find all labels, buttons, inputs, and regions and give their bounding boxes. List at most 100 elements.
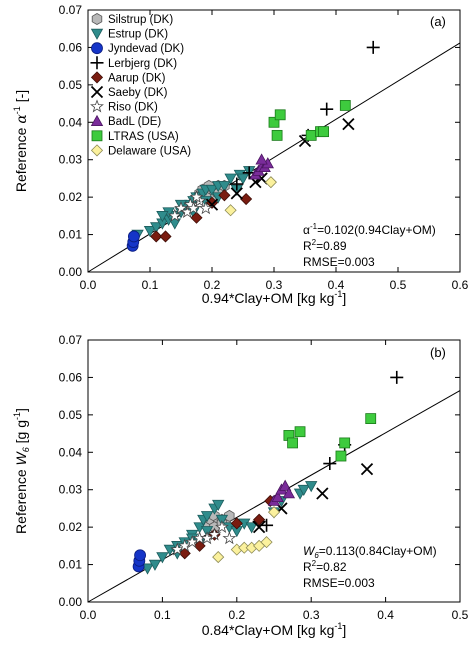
plot-frame (87, 339, 461, 603)
point-ltras-usa (287, 437, 299, 449)
y-tick-label: 0.05 (59, 408, 83, 422)
point-ltras-usa (365, 413, 377, 425)
x-tick-label: 0.2 (204, 278, 221, 292)
point-lerbjerg-dk (390, 370, 404, 384)
legend-label-ltras-usa: LTRAS (USA) (108, 131, 179, 143)
x-tick-label: 0.0 (80, 278, 97, 292)
legend-marker-silstrup-dk (91, 13, 103, 25)
point-estrup-dk (200, 511, 214, 523)
legend-label-lerbjerg-dk: Lerbjerg (DK) (108, 58, 177, 70)
point-estrup-dk (212, 499, 225, 512)
legend-marker-lerbjerg-dk (90, 56, 104, 70)
y-tick-label: 0.03 (59, 483, 83, 497)
point-aarup-dk (218, 189, 231, 202)
legend-label-delaware-usa: Delaware (USA) (108, 145, 191, 157)
point-estrup-dk (218, 181, 231, 193)
x-tick-label: 0.4 (328, 278, 345, 292)
x-tick-label: 0.3 (303, 608, 320, 622)
x-tick-label: 0.4 (377, 608, 394, 622)
y-tick-label: 0.03 (59, 153, 83, 167)
point-ltras-usa (335, 450, 347, 462)
y-tick-label: 0.01 (59, 558, 83, 572)
point-badl-de (282, 487, 296, 499)
point-estrup-dk (305, 481, 318, 493)
legend-label-estrup-dk: Estrup (DK) (108, 29, 168, 41)
legend: Silstrup (DK) Estrup (DK) Jyndevad (DK) Ler… (90, 13, 191, 157)
legend-label-jyndevad-dk: Jyndevad (DK) (108, 43, 184, 55)
point-riso-dk (186, 201, 201, 215)
point-jyndevad-dk (127, 230, 140, 243)
point-riso-dk (215, 519, 229, 533)
point-estrup-dk (156, 211, 169, 223)
point-aarup-dk (159, 230, 172, 243)
point-saeby-dk (316, 487, 329, 500)
data-points (132, 370, 404, 575)
x-tick-label: 0.1 (142, 278, 159, 292)
rmse-annotation: RMSE=0.003 (303, 576, 375, 590)
point-badl-de (271, 490, 284, 503)
x-tick-label: 0.6 (452, 278, 469, 292)
x-tick-label: 0.5 (452, 608, 469, 622)
legend-marker-saeby-dk (90, 85, 104, 99)
point-estrup-dk (143, 226, 157, 238)
rmse-annotation: RMSE=0.003 (303, 255, 375, 269)
point-delaware-usa (224, 204, 237, 217)
point-lerbjerg-dk (323, 457, 337, 471)
legend-marker-aarup-dk (90, 71, 104, 84)
x-tick-label: 0.2 (228, 608, 245, 622)
r2-annotation: R2=0.89 (303, 238, 347, 253)
y-tick-label: 0.02 (59, 520, 83, 534)
point-ltras-usa (271, 129, 283, 141)
point-badl-de (278, 479, 292, 491)
x-tick-label: 0.3 (266, 278, 283, 292)
axes: 0.0 0.1 0.2 0.3 0.4 0.5 0.00 0.01 0.02 0.03 0.04 0.… (59, 333, 469, 622)
point-delaware-usa (267, 506, 281, 519)
y-tick-label: 0.02 (59, 190, 83, 204)
point-ltras-usa (318, 126, 330, 138)
point-delaware-usa (264, 176, 277, 189)
point-riso-dk (222, 531, 237, 545)
y-tick-label: 0.05 (59, 78, 83, 92)
point-ltras-usa (305, 129, 317, 141)
legend-marker-jyndevad-dk (91, 42, 103, 55)
point-estrup-dk (168, 218, 181, 230)
y-tick-label: 0.00 (59, 265, 83, 279)
legend-marker-delaware-usa (90, 144, 104, 157)
point-aarup-dk (253, 513, 266, 526)
point-estrup-dk (236, 173, 250, 185)
point-delaware-usa (260, 536, 273, 549)
point-riso-dk (185, 534, 200, 548)
point-riso-dk (189, 189, 204, 203)
point-riso-dk (167, 208, 182, 222)
point-ltras-usa (294, 426, 306, 438)
legend-marker-riso-dk (90, 99, 104, 113)
equation-annotation: α-1=0.102(0.94Clay+OM) (303, 222, 436, 237)
point-aarup-dk (150, 230, 163, 243)
point-ltras-usa (268, 116, 280, 128)
point-saeby-dk (360, 462, 374, 476)
data-points (126, 40, 380, 252)
point-riso-dk (170, 542, 185, 556)
equation-annotation: W6=0.113(0.84Clay+OM) (303, 544, 437, 560)
point-badl-de (255, 153, 268, 165)
point-riso-dk (198, 201, 213, 215)
legend-label-badl-de: BadL (DE) (108, 116, 161, 128)
panel-label: (a) (430, 14, 446, 29)
point-aarup-dk (230, 517, 243, 530)
x-axis-label: 0.84*Clay+OM [kg kg-1] (202, 621, 347, 638)
point-aarup-dk (190, 211, 203, 224)
panel-b: 0.0 0.1 0.2 0.3 0.4 0.5 0.00 0.01 0.02 0.03 0.04 0.… (12, 333, 469, 638)
point-estrup-dk (224, 173, 237, 185)
y-tick-label: 0.07 (59, 3, 83, 17)
point-estrup-dk (148, 559, 162, 571)
y-tick-label: 0.06 (59, 370, 83, 384)
point-saeby-dk (252, 521, 266, 534)
legend-label-riso-dk: Riso (DK) (108, 102, 158, 114)
point-saeby-dk (342, 118, 355, 131)
y-tick-label: 0.01 (59, 228, 83, 242)
legend-label-silstrup-dk: Silstrup (DK) (108, 14, 173, 26)
x-axis-label: 0.94*Clay+OM [kg kg-1] (202, 289, 347, 306)
point-riso-dk (200, 531, 214, 545)
y-tick-label: 0.04 (59, 445, 83, 459)
